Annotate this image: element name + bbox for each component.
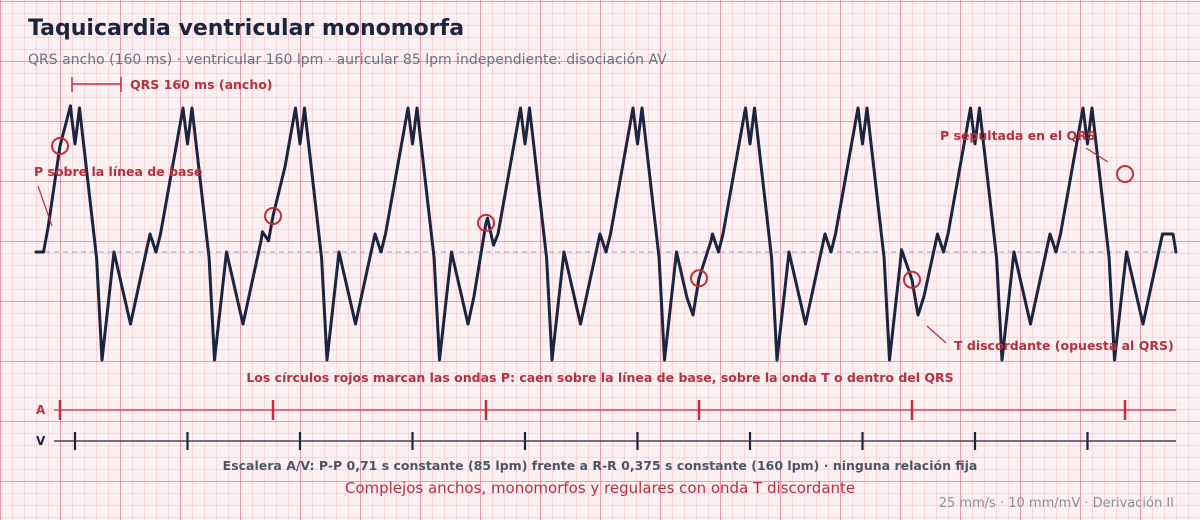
p-wave-circle <box>51 137 69 155</box>
av-ladder: A V <box>36 400 1176 450</box>
ecg-trace <box>34 104 1178 362</box>
p-baseline-leader <box>37 185 53 227</box>
p-wave-circle <box>264 207 282 225</box>
ladder-v-ticks <box>73 432 1089 450</box>
t-discordant-label: T discordante (opuesta al QRS) <box>954 338 1174 353</box>
p-wave-circle <box>690 269 708 288</box>
ecg-trace-layer <box>34 104 1178 362</box>
p-buried-label: P sepultada en el QRS <box>940 128 1096 143</box>
chart-subtitle: QRS ancho (160 ms) · ventricular 160 lpm… <box>28 52 667 68</box>
p-wave-circle <box>477 213 495 232</box>
conclusion-text: Complejos anchos, monomorfos y regulares… <box>345 479 855 497</box>
t-discordant-leader <box>926 325 947 344</box>
p-wave-circle <box>1116 165 1134 183</box>
p-wave-circle <box>903 270 921 289</box>
ladder-a-ticks <box>58 400 1127 420</box>
qrs-width-label: QRS 160 ms (ancho) <box>130 77 273 92</box>
scale-footer: 25 mm/s · 10 mm/mV · Derivación II <box>938 496 1174 511</box>
p-buried-leader <box>1085 147 1109 163</box>
ladder-v-label: V <box>36 434 46 448</box>
qrs-width-marker: QRS 160 ms (ancho) <box>71 77 273 92</box>
ladder-a-label: A <box>36 403 46 417</box>
p-wave-markers <box>51 137 1134 289</box>
p-baseline-label: P sobre la línea de base <box>34 164 202 179</box>
p-circles-note: Los círculos rojos marcan las ondas P: c… <box>246 370 953 385</box>
chart-title: Taquicardia ventricular monomorfa <box>28 16 465 41</box>
ladder-caption: Escalera A/V: P-P 0,71 s constante (85 l… <box>223 458 978 473</box>
